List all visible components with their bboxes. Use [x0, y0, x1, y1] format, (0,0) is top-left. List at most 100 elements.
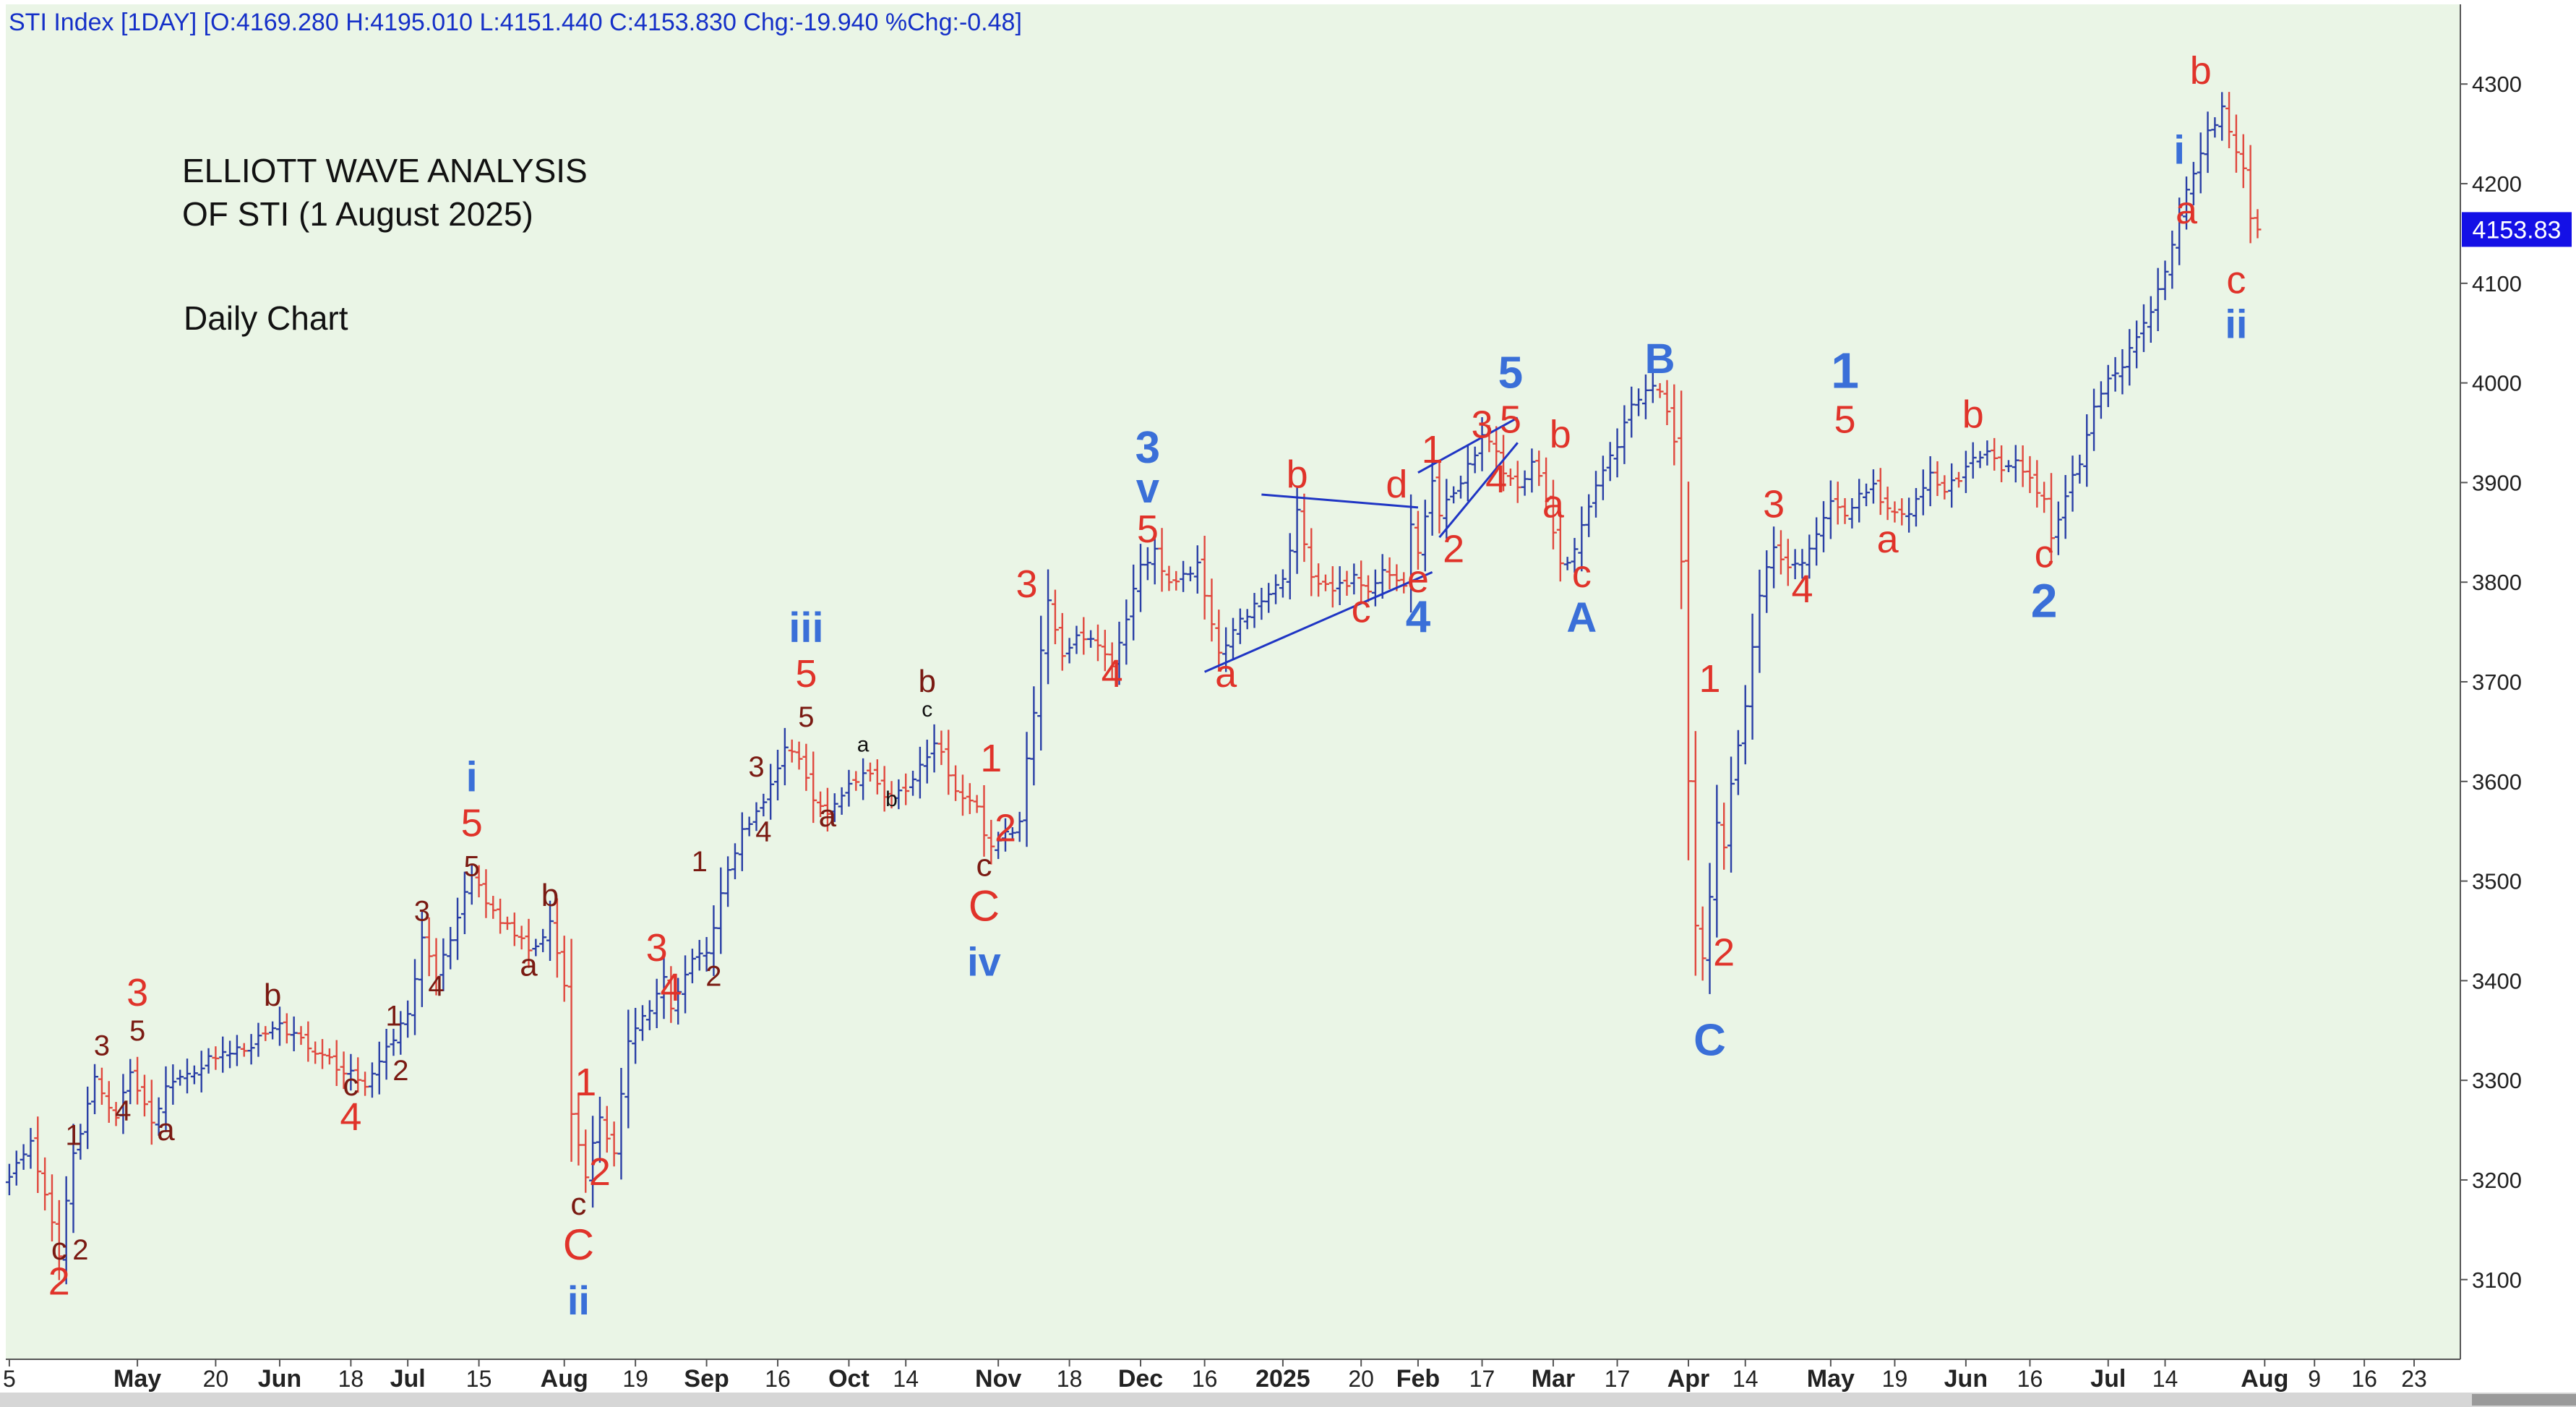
wave-label: C — [563, 1220, 594, 1269]
ohlc-bar — [582, 1129, 590, 1193]
wave-label: b — [1550, 413, 1571, 456]
ohlc-bar — [1122, 599, 1130, 665]
ohlc-bar — [532, 938, 540, 957]
ohlc-bar — [845, 769, 853, 807]
ohlc-bar — [958, 774, 966, 816]
wave-label: C — [1693, 1016, 1726, 1066]
ohlc-bar — [980, 784, 988, 857]
wave-label: 1 — [1422, 428, 1443, 471]
wave-label: ii — [2225, 302, 2247, 347]
wave-label: 4 — [1102, 652, 1123, 696]
ohlc-bar — [304, 1021, 312, 1062]
ohlc-bar — [1172, 570, 1180, 591]
ohlc-bar — [1571, 538, 1579, 573]
wave-label: 1 — [385, 1000, 401, 1032]
y-axis-ticks: 3100 3200 3300 3400 3500 3600 3700 3800 3900 4000… — [2460, 72, 2522, 1293]
ohlc-bar — [475, 865, 483, 898]
ohlc-bar — [1506, 469, 1514, 486]
ohlc-bar — [361, 1072, 369, 1096]
ohlc-bar — [55, 1199, 63, 1280]
ohlc-bar — [1080, 617, 1088, 655]
y-tick-label: 3300 — [2472, 1068, 2522, 1093]
ohlc-bar — [497, 898, 505, 934]
wave-label: 4 — [1791, 568, 1813, 611]
ohlc-bar — [147, 1079, 155, 1145]
ohlc-bar — [1727, 756, 1735, 873]
ohlc-bar — [1002, 818, 1010, 852]
ohlc-bar — [105, 1081, 113, 1123]
ohlc-bar — [830, 793, 838, 822]
ohlc-bar — [2246, 145, 2254, 244]
ohlc-bar — [1535, 450, 1543, 487]
ohlc-bar — [404, 1000, 412, 1038]
ohlc-bar — [1414, 510, 1422, 570]
ohlc-bar — [2183, 176, 2191, 230]
ohlc-bar — [866, 762, 874, 782]
wave-label: d — [1386, 463, 1407, 506]
wave-label: 2 — [1713, 931, 1735, 975]
wave-label: b — [1287, 453, 1308, 496]
y-tick-label: 3900 — [2472, 470, 2522, 495]
ohlc-bar — [176, 1069, 184, 1086]
wave-label: a — [520, 947, 538, 983]
ohlc-bar — [1023, 732, 1031, 847]
trendline — [1438, 442, 1519, 539]
ohlc-bar — [1201, 536, 1208, 620]
ohlc-bar — [1919, 469, 1927, 516]
ohlc-bar — [5, 1163, 13, 1196]
ohlc-bar — [1912, 488, 1920, 527]
ohlc-bar — [340, 1051, 348, 1090]
ohlc-bar — [1328, 566, 1336, 608]
ohlc-bar — [77, 1124, 85, 1160]
ohlc-bar — [539, 928, 547, 952]
ohlc-bar — [1250, 593, 1258, 628]
ohlc-bar — [1115, 621, 1123, 685]
x-tick-label: 17 — [1469, 1366, 1495, 1392]
x-tick-label: May — [1807, 1365, 1855, 1393]
ohlc-bar — [859, 758, 867, 800]
ohlc-bar — [717, 867, 725, 954]
ohlc-bar — [1058, 612, 1066, 671]
ohlc-bar — [1983, 440, 1991, 466]
ohlc-bar — [1016, 811, 1023, 842]
ohlc-bar — [1998, 445, 2006, 482]
wave-labels: 2c123435abc41234i55ba12cCii341234iii55aa… — [48, 49, 2248, 1323]
wave-label: c — [343, 1067, 359, 1103]
ohlc-bar — [1578, 506, 1586, 572]
ohlc-bar — [312, 1041, 319, 1064]
ohlc-bar — [1855, 479, 1863, 523]
wave-label: 1 — [980, 737, 1002, 780]
ohlc-bar — [219, 1036, 227, 1073]
ohlc-bar — [1073, 625, 1081, 654]
ohlc-bar — [1756, 569, 1764, 673]
ohlc-bar — [1158, 528, 1166, 592]
ohlc-bar — [596, 1096, 604, 1163]
ohlc-bar — [880, 766, 888, 812]
ohlc-bar — [617, 1068, 625, 1180]
ohlc-bar — [1094, 624, 1102, 662]
bottom-scroll-thumb[interactable] — [2472, 1394, 2576, 1406]
ohlc-bar — [1635, 388, 1643, 416]
ohlc-bar — [1137, 544, 1145, 612]
wave-label: 5 — [464, 851, 480, 883]
ohlc-bar — [2097, 381, 2105, 419]
wave-label: c — [2035, 533, 2054, 576]
ohlc-bar — [1549, 479, 1557, 549]
ohlc-bar — [610, 1121, 618, 1167]
wave-label: C — [969, 882, 1000, 931]
wave-label: A — [1566, 594, 1597, 641]
x-tick-label: 16 — [2017, 1366, 2043, 1392]
wave-label: 2 — [2031, 573, 2058, 627]
bottom-scroll-strip[interactable] — [0, 1393, 2576, 1407]
ohlc-bar — [1051, 589, 1059, 644]
ohlc-bar — [69, 1124, 77, 1233]
ohlc-bar — [489, 896, 497, 919]
ohlc-bar — [1955, 471, 1963, 488]
ohlc-bar — [205, 1048, 212, 1074]
wave-label: 2 — [48, 1260, 70, 1303]
ohlc-bar — [468, 863, 476, 905]
wave-label: 1 — [1699, 657, 1720, 701]
y-tick-label: 3100 — [2472, 1267, 2522, 1293]
ohlc-bar — [802, 743, 810, 791]
